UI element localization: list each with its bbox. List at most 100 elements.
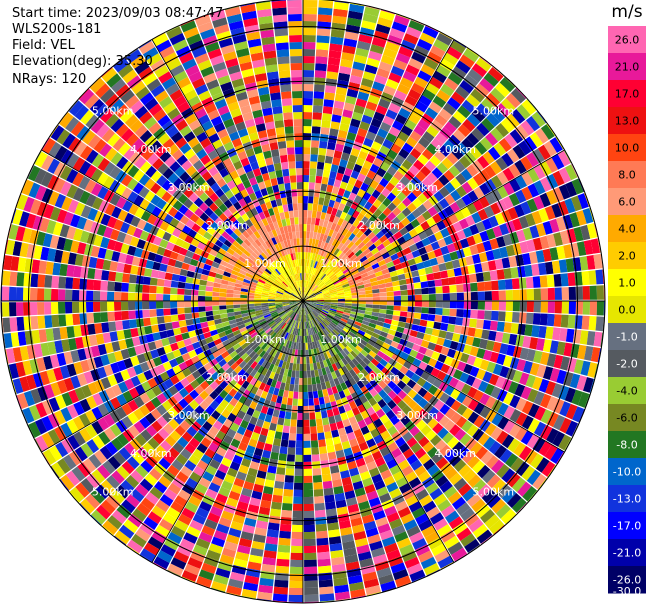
velocity-gate: [387, 399, 397, 410]
velocity-gate: [388, 345, 397, 354]
velocity-gate: [360, 507, 373, 518]
velocity-gate: [248, 554, 263, 564]
velocity-gate: [377, 463, 389, 474]
velocity-gate: [226, 308, 234, 313]
velocity-gate: [371, 312, 380, 317]
velocity-gate: [355, 389, 364, 398]
velocity-gate: [416, 38, 433, 51]
velocity-gate: [236, 336, 245, 343]
velocity-gate: [483, 205, 495, 218]
velocity-gate: [422, 381, 433, 391]
velocity-gate: [399, 77, 414, 89]
velocity-gate: [376, 350, 386, 359]
velocity-gate: [356, 212, 365, 222]
velocity-gate: [414, 142, 426, 154]
velocity-gate: [354, 275, 362, 281]
velocity-gate: [241, 372, 250, 381]
velocity-gate: [285, 361, 290, 370]
velocity-gate: [373, 111, 385, 122]
velocity-gate: [257, 591, 273, 601]
velocity-gate: [310, 245, 315, 253]
velocity-gate: [276, 307, 284, 311]
velocity-gate: [306, 231, 310, 239]
velocity-gate: [293, 306, 299, 312]
velocity-gate: [387, 380, 397, 390]
velocity-gate: [340, 59, 353, 68]
velocity-gate: [529, 132, 543, 148]
velocity-gate: [219, 292, 227, 297]
velocity-gate: [532, 437, 546, 453]
velocity-gate: [346, 88, 359, 98]
velocity-gate: [310, 301, 317, 303]
velocity-gate: [313, 489, 324, 497]
velocity-gate: [298, 335, 302, 343]
velocity-gate: [466, 355, 477, 366]
velocity-gate: [125, 338, 134, 349]
velocity-gate: [313, 318, 319, 326]
velocity-gate: [532, 276, 541, 288]
velocity-gate: [484, 383, 495, 396]
velocity-gate: [113, 372, 124, 384]
velocity-gate: [255, 418, 265, 428]
velocity-gate: [144, 268, 153, 277]
velocity-gate: [255, 520, 268, 530]
velocity-gate: [405, 252, 414, 261]
velocity-gate: [317, 270, 322, 278]
velocity-gate: [291, 538, 303, 546]
velocity-gate: [220, 317, 229, 323]
velocity-gate: [375, 324, 383, 331]
velocity-gate: [429, 155, 441, 167]
velocity-gate: [298, 391, 303, 400]
velocity-gate: [362, 160, 373, 170]
velocity-gate: [328, 415, 336, 425]
velocity-gate: [206, 353, 215, 362]
velocity-gate: [398, 459, 410, 471]
velocity-gate: [236, 320, 245, 327]
velocity-gate: [340, 254, 348, 262]
velocity-gate: [429, 76, 444, 90]
velocity-gate: [155, 445, 168, 458]
velocity-gate: [364, 219, 373, 228]
velocity-gate: [342, 338, 350, 346]
velocity-gate: [184, 289, 192, 296]
velocity-gate: [223, 384, 233, 394]
velocity-gate: [421, 148, 434, 160]
velocity-gate: [351, 407, 361, 416]
velocity-gate: [65, 302, 73, 314]
velocity-gate: [356, 332, 364, 339]
velocity-gate: [549, 368, 560, 383]
velocity-gate: [189, 437, 201, 449]
velocity-gate: [554, 301, 562, 314]
velocity-gate: [289, 303, 297, 306]
velocity-gate: [455, 275, 463, 285]
velocity-gate: [383, 452, 394, 463]
velocity-gate: [463, 363, 473, 375]
velocity-gate: [296, 419, 303, 428]
velocity-gate: [406, 437, 418, 448]
velocity-gate: [393, 295, 402, 301]
velocity-gate: [205, 465, 218, 476]
velocity-gate: [461, 395, 473, 408]
velocity-gate: [330, 274, 337, 281]
velocity-gate: [221, 510, 234, 521]
velocity-gate: [219, 389, 229, 399]
velocity-gate: [284, 411, 292, 420]
velocity-gate: [558, 167, 572, 184]
velocity-gate: [195, 507, 209, 519]
velocity-gate: [288, 440, 296, 448]
velocity-gate: [100, 301, 108, 312]
velocity-gate: [378, 335, 387, 342]
velocity-gate: [471, 127, 485, 141]
velocity-gate: [49, 354, 60, 368]
velocity-gate: [437, 499, 452, 512]
velocity-gate: [491, 459, 505, 474]
velocity-gate: [192, 317, 201, 325]
velocity-gate: [425, 429, 437, 441]
velocity-gate: [540, 288, 548, 300]
velocity-gate: [546, 123, 556, 136]
velocity-gate: [449, 472, 463, 486]
velocity-gate: [373, 375, 383, 384]
velocity-gate: [122, 320, 131, 330]
velocity-gate: [358, 297, 366, 301]
velocity-gate: [417, 154, 429, 166]
